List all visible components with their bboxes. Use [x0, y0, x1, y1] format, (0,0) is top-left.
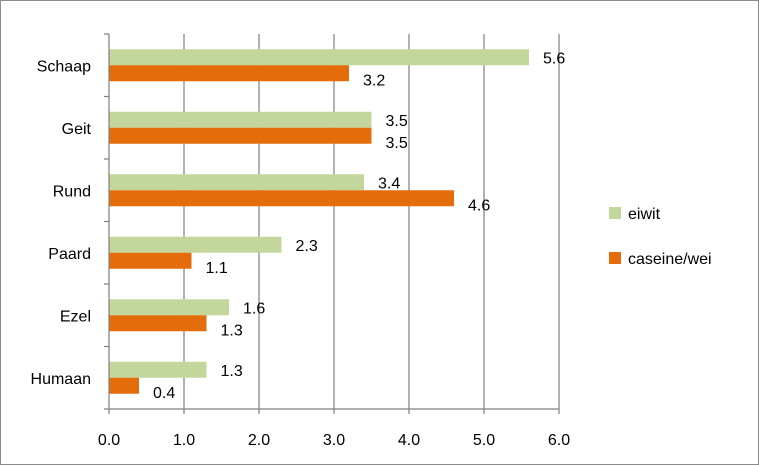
x-tick-label: 0.0	[98, 432, 120, 449]
legend-swatch	[609, 252, 621, 264]
x-tick-label: 5.0	[473, 432, 495, 449]
category-label: Schaap	[37, 58, 91, 75]
bar-eiwit	[109, 111, 372, 128]
category-label: Humaan	[31, 371, 91, 388]
x-tick-label: 6.0	[548, 432, 570, 449]
category-label: Ezel	[60, 308, 91, 325]
data-label: 5.6	[543, 50, 565, 67]
bar-eiwit	[109, 361, 207, 378]
x-tick-label: 4.0	[398, 432, 420, 449]
bar-caseine-wei	[109, 252, 192, 269]
data-label: 1.1	[206, 260, 228, 277]
data-label: 0.4	[153, 385, 175, 402]
data-label: 3.5	[386, 135, 408, 152]
bar-caseine-wei	[109, 127, 372, 144]
bar-caseine-wei	[109, 377, 139, 394]
data-label: 1.3	[221, 322, 243, 339]
grid-layer	[183, 34, 560, 409]
bar-eiwit	[109, 174, 364, 191]
bar-caseine-wei	[109, 190, 454, 207]
data-label: 3.4	[378, 175, 400, 192]
legend-label: eiwit	[628, 206, 661, 223]
category-label: Geit	[62, 121, 92, 138]
legend: eiwit caseine/wei	[609, 206, 712, 268]
data-label: 1.3	[221, 363, 243, 380]
bars-layer	[109, 49, 529, 394]
labels-layer: 0.0 1.0 2.0 3.0 4.0 5.0 6.0 Schaap 5.6 3.2 Geit 3.5…	[31, 50, 571, 449]
data-label: 3.5	[386, 113, 408, 130]
bar-caseine-wei	[109, 65, 349, 82]
bar-eiwit	[109, 49, 529, 66]
bar-eiwit	[109, 299, 229, 316]
data-label: 1.6	[243, 300, 265, 317]
bar-caseine-wei	[109, 315, 207, 332]
bar-eiwit	[109, 236, 282, 253]
x-tick-label: 3.0	[323, 432, 345, 449]
data-label: 3.2	[363, 72, 385, 89]
category-label: Paard	[48, 246, 91, 263]
legend-swatch	[609, 207, 621, 219]
data-label: 2.3	[296, 238, 318, 255]
legend-label: caseine/wei	[628, 251, 712, 268]
category-label: Rund	[53, 183, 91, 200]
axis-layer	[104, 33, 560, 414]
x-tick-label: 2.0	[248, 432, 270, 449]
x-tick-label: 1.0	[173, 432, 195, 449]
data-label: 4.6	[468, 197, 490, 214]
